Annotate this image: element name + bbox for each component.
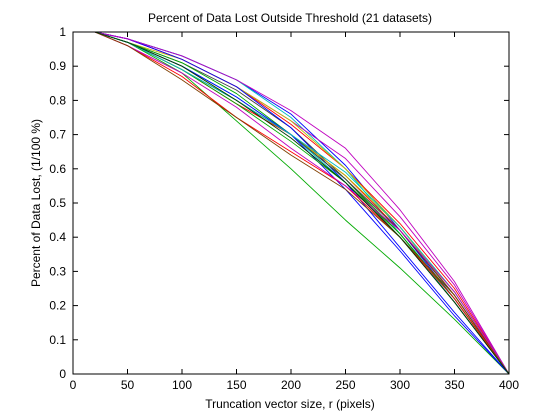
series-line-20 [73,31,510,375]
y-tick-label: 0.2 [49,299,66,313]
x-tick-label: 0 [70,378,77,392]
y-tick-label: 0.5 [49,196,66,210]
x-tick-label: 50 [121,378,135,392]
chart-title: Percent of Data Lost Outside Threshold (… [148,11,432,25]
x-tick-label: 300 [390,378,410,392]
y-tick-label: 0.3 [49,264,66,278]
x-tick-label: 150 [226,378,246,392]
y-tick-label: 0.8 [49,93,66,107]
y-tick-label: 0.1 [49,333,66,347]
y-tick-label: 0.7 [49,128,66,142]
x-tick-label: 250 [335,378,355,392]
plot-area [73,32,509,374]
y-tick-label: 0.4 [49,230,66,244]
series-layer [73,31,510,375]
y-tick-label: 0.6 [49,162,66,176]
x-tick-label: 200 [281,378,301,392]
x-tick-label: 400 [499,378,519,392]
y-axis-label: Percent of Data Lost, (1/100 %) [29,119,43,287]
y-tick-label: 0 [59,367,66,381]
plot-frame [72,31,510,375]
x-axis-label: Truncation vector size, r (pixels) [205,397,375,411]
series-line-12 [73,31,510,375]
x-tick-label: 350 [444,378,464,392]
series-line-21 [73,31,510,375]
y-tick-label: 0.9 [49,59,66,73]
y-tick-label: 1 [59,25,66,39]
x-tick-label: 100 [172,378,192,392]
